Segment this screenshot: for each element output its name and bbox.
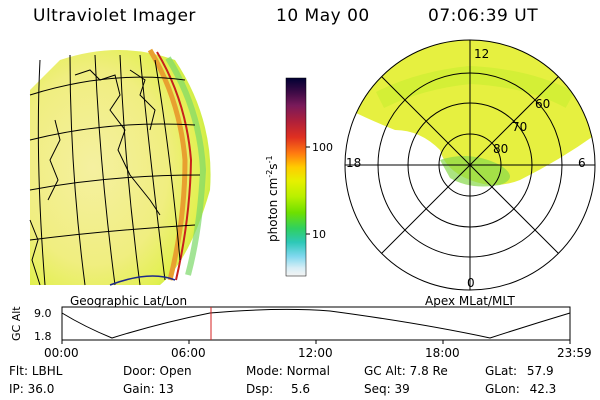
mlt-0-label: 0 <box>467 276 475 290</box>
time-label: 07:06:39 UT <box>428 6 539 26</box>
polar-aurora <box>345 40 595 185</box>
xtick-0000: 00:00 <box>44 346 79 360</box>
gain-status: Gain: 13 <box>123 382 174 396</box>
polar-caption: Apex MLat/MLT <box>425 294 515 308</box>
seq-status: Seq: 39 <box>364 382 410 396</box>
ip-status: IP: 36.0 <box>9 382 55 396</box>
colorbar: 100 10 photon cm-2s-1 <box>265 77 333 277</box>
xtick-2359: 23:59 <box>557 346 592 360</box>
altitude-curve <box>61 308 571 339</box>
colorbar-gradient <box>285 77 307 277</box>
altitude-ytick-top: 9.0 <box>34 307 52 320</box>
glon-status: GLon: 42.3 <box>485 382 557 396</box>
altitude-plot-frame <box>61 306 571 341</box>
altitude-ytick-bottom: 1.8 <box>34 330 52 343</box>
mlt-18-label: 18 <box>346 156 361 170</box>
door-status: Door: Open <box>123 364 192 378</box>
mlat-70-label: 70 <box>512 120 527 134</box>
limb-band <box>147 48 188 281</box>
dsp-status: Dsp: 5.6 <box>246 382 311 396</box>
xtick-1800: 18:00 <box>425 346 460 360</box>
mlat-80-label: 80 <box>493 142 508 156</box>
coastlines <box>29 69 161 286</box>
date-label: 10 May 00 <box>276 6 370 26</box>
xtick-0600: 06:00 <box>171 346 206 360</box>
flt-status: Flt: LBHL <box>9 364 63 378</box>
colorbar-unit-label: photon cm-2s-1 <box>265 155 280 242</box>
mlt-12-label: 12 <box>474 47 489 61</box>
colorbar-tick-100: 100 <box>312 141 333 154</box>
altitude-plot: GC Alt 9.0 1.8 00:00 06:00 12:00 18:00 2… <box>10 306 592 360</box>
mlat-60-label: 60 <box>535 97 550 111</box>
xtick-1200: 12:00 <box>298 346 333 360</box>
mlt-6-label: 6 <box>578 156 586 170</box>
colorbar-tick-10: 10 <box>312 228 326 241</box>
altitude-ylabel: GC Alt <box>10 306 23 341</box>
polar-circle-80 <box>438 133 502 197</box>
glat-status: GLat: 57.9 <box>485 364 554 378</box>
geographic-caption: Geographic Lat/Lon <box>70 294 188 308</box>
instrument-title: Ultraviolet Imager <box>33 6 196 26</box>
aurora-image <box>30 50 211 285</box>
polar-circle-70 <box>407 102 533 228</box>
polar-outer-circle <box>344 39 596 291</box>
latlon-grid <box>29 54 201 286</box>
mode-status: Mode: Normal <box>246 364 330 378</box>
gcalt-status: GC Alt: 7.8 Re <box>364 364 448 378</box>
polar-circle-60 <box>377 72 563 258</box>
